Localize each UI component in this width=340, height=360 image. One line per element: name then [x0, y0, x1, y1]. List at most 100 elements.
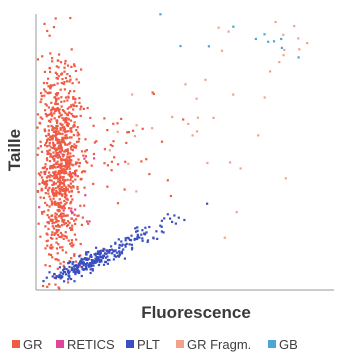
- data-point: [110, 169, 113, 172]
- data-point: [220, 49, 224, 52]
- data-point: [232, 93, 235, 96]
- data-point: [63, 88, 66, 91]
- data-point: [141, 239, 144, 242]
- data-point: [58, 185, 61, 188]
- data-point: [40, 171, 43, 174]
- data-point: [278, 61, 281, 64]
- data-point: [54, 149, 57, 152]
- data-point: [111, 144, 114, 148]
- data-point: [95, 140, 98, 143]
- data-point: [55, 162, 58, 165]
- data-point: [63, 117, 66, 120]
- data-point: [66, 159, 70, 162]
- data-point: [71, 224, 74, 227]
- data-point: [66, 122, 69, 125]
- data-point: [74, 171, 77, 174]
- data-point: [51, 60, 54, 63]
- data-point: [124, 245, 127, 248]
- data-point: [148, 173, 151, 176]
- data-point: [46, 150, 49, 153]
- data-point: [68, 158, 71, 161]
- data-point: [57, 59, 60, 62]
- data-point: [41, 212, 44, 215]
- data-point: [112, 140, 115, 143]
- data-point: [50, 124, 53, 127]
- data-point: [44, 170, 47, 173]
- data-point: [104, 252, 107, 255]
- data-point: [72, 164, 75, 167]
- data-point: [43, 88, 46, 91]
- data-point: [60, 81, 63, 85]
- data-point: [49, 198, 52, 201]
- data-point: [68, 167, 71, 170]
- data-point: [50, 146, 53, 149]
- data-point: [56, 82, 59, 85]
- data-point: [62, 118, 66, 121]
- data-point: [55, 174, 58, 177]
- data-point: [72, 134, 75, 137]
- data-point: [59, 187, 62, 190]
- data-point: [60, 158, 63, 161]
- data-point: [74, 260, 78, 263]
- data-point: [56, 225, 59, 228]
- data-point: [99, 252, 102, 255]
- data-point: [73, 143, 76, 146]
- data-point: [54, 225, 57, 228]
- data-point: [58, 144, 61, 148]
- data-point: [49, 120, 52, 123]
- data-point: [74, 222, 77, 225]
- data-point: [48, 113, 51, 116]
- data-point: [78, 101, 81, 104]
- data-point: [61, 188, 64, 191]
- data-point: [62, 270, 65, 273]
- data-point: [69, 146, 73, 149]
- data-point: [64, 196, 67, 199]
- data-point: [69, 182, 72, 185]
- data-point: [39, 145, 42, 148]
- data-point: [79, 262, 83, 265]
- data-point: [56, 92, 59, 95]
- data-point: [102, 263, 106, 266]
- data-point: [60, 236, 63, 239]
- data-point: [112, 258, 115, 261]
- data-point: [43, 183, 46, 186]
- data-point: [58, 287, 61, 290]
- data-point: [51, 219, 54, 222]
- data-point: [48, 205, 51, 208]
- data-point: [63, 127, 66, 130]
- data-point: [54, 194, 57, 197]
- data-point: [62, 82, 65, 85]
- data-point: [80, 223, 83, 226]
- legend: GR RETICS PLT GR Fragm. GB: [12, 337, 298, 352]
- data-point: [59, 127, 62, 130]
- data-point: [59, 144, 62, 147]
- data-point: [106, 259, 109, 262]
- data-point: [47, 192, 50, 195]
- data-point: [63, 172, 66, 175]
- data-point: [135, 124, 138, 127]
- data-point: [60, 216, 63, 219]
- data-point: [51, 138, 54, 141]
- data-point: [45, 168, 49, 171]
- data-point: [162, 231, 165, 234]
- data-point: [48, 253, 51, 256]
- data-point: [78, 263, 81, 266]
- data-point: [74, 264, 77, 268]
- data-point: [86, 262, 89, 265]
- data-point: [44, 112, 47, 116]
- data-point: [110, 160, 113, 163]
- data-point: [57, 178, 60, 181]
- data-point: [56, 148, 59, 151]
- data-point: [53, 192, 56, 195]
- data-point: [106, 164, 109, 167]
- data-point: [89, 116, 92, 119]
- data-point: [54, 258, 57, 261]
- data-point: [36, 126, 39, 129]
- data-point: [103, 117, 106, 120]
- data-point: [130, 243, 133, 246]
- data-point: [51, 126, 54, 129]
- data-point: [60, 171, 63, 174]
- data-point: [55, 190, 58, 193]
- data-point: [62, 221, 65, 224]
- data-point: [130, 234, 133, 237]
